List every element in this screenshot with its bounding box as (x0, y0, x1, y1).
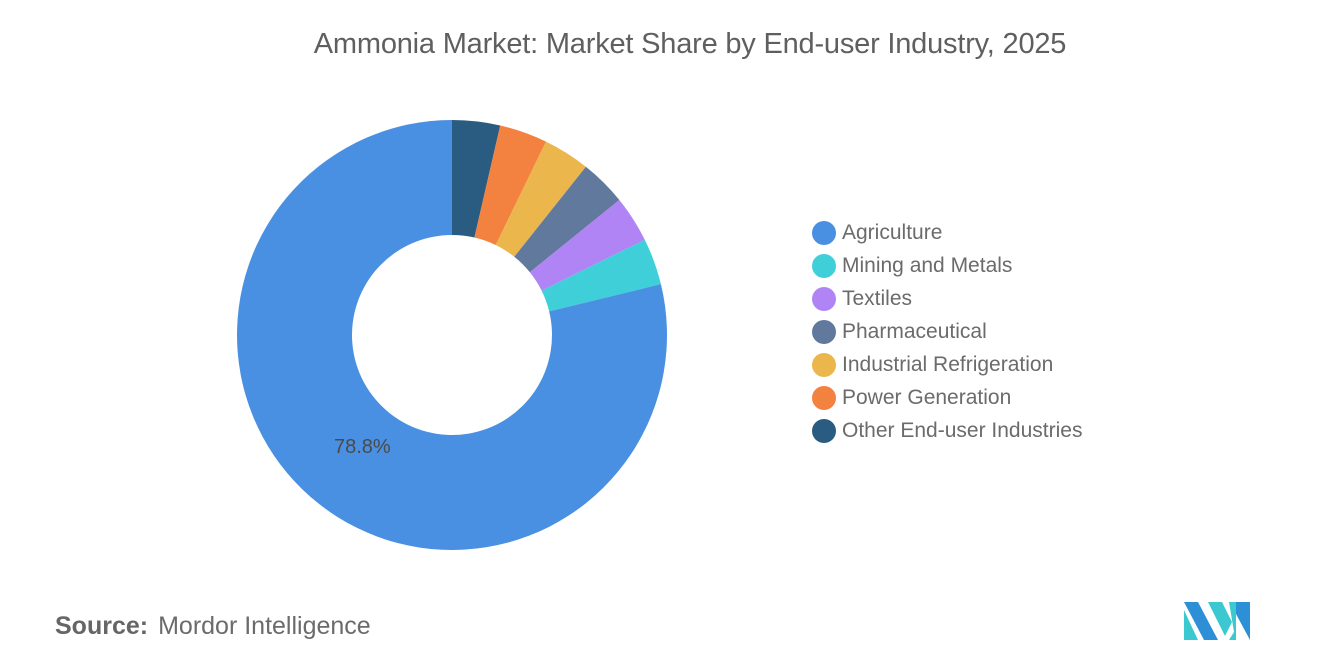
legend-label: Pharmaceutical (842, 319, 987, 343)
legend-swatch-icon (812, 286, 836, 311)
legend-item-industrial-refrigeration: Industrial Refrigeration (812, 348, 1082, 381)
donut-slice-industrial-refrigeration (495, 141, 586, 257)
legend-swatch-icon (812, 352, 836, 377)
legend-label: Mining and Metals (842, 253, 1013, 277)
donut-slice-agriculture (236, 120, 668, 550)
legend-label: Textiles (842, 286, 913, 310)
legend-label: Agriculture (842, 220, 943, 244)
legend-item-power-generation: Power Generation (812, 381, 1082, 414)
donut-slice-power-generation (474, 125, 546, 246)
legend-label: Industrial Refrigeration (842, 352, 1054, 376)
legend-item-agriculture: Agriculture (812, 216, 1082, 249)
legend-swatch-icon (812, 418, 836, 443)
donut-slice-textiles (529, 200, 645, 291)
donut-slice-other-end-user-industries (452, 120, 501, 238)
legend-label: Power Generation (842, 385, 1012, 409)
source-value: Mordor Intelligence (158, 612, 371, 640)
legend-swatch-icon (812, 319, 836, 344)
source-key: Source: (55, 612, 149, 640)
legend-item-other-end-user-industries: Other End-user Industries (812, 414, 1082, 447)
legend-item-pharmaceutical: Pharmaceutical (812, 315, 1082, 348)
legend-swatch-icon (812, 253, 836, 278)
legend-swatch-icon (812, 220, 836, 245)
donut-slice-pharmaceutical (514, 166, 620, 273)
donut-slice-mining-and-metals (541, 239, 661, 312)
legend-label: Other End-user Industries (842, 418, 1083, 442)
legend-item-mining-and-metals: Mining and Metals (812, 249, 1082, 282)
chart-title: Ammonia Market: Market Share by End-user… (313, 28, 1067, 60)
source-note: Source: Mordor Intelligence (55, 612, 371, 641)
agriculture-data-label: 78.8% (334, 436, 391, 458)
mordor-intelligence-logo-icon (1184, 602, 1250, 640)
legend-swatch-icon (812, 385, 836, 410)
legend: Agriculture Mining and Metals Textiles P… (812, 216, 1082, 447)
legend-item-textiles: Textiles (812, 282, 1082, 315)
